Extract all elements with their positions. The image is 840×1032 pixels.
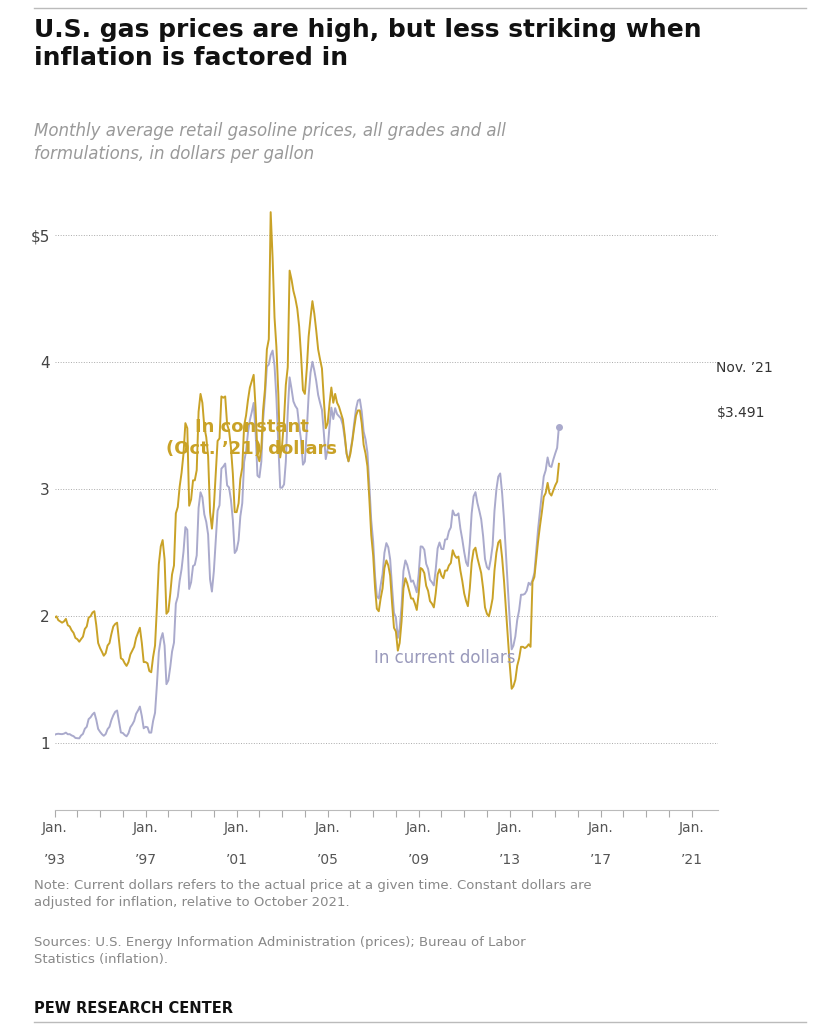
Text: In constant
(Oct. ’21) dollars: In constant (Oct. ’21) dollars — [166, 418, 338, 458]
Text: Jan.: Jan. — [133, 820, 159, 835]
Text: ’17: ’17 — [590, 852, 612, 867]
Text: Monthly average retail gasoline prices, all grades and all
formulations, in doll: Monthly average retail gasoline prices, … — [34, 122, 506, 163]
Text: In current dollars: In current dollars — [375, 649, 516, 668]
Text: Note: Current dollars refers to the actual price at a given time. Constant dolla: Note: Current dollars refers to the actu… — [34, 879, 591, 909]
Text: ’97: ’97 — [134, 852, 156, 867]
Text: Sources: U.S. Energy Information Administration (prices); Bureau of Labor
Statis: Sources: U.S. Energy Information Adminis… — [34, 936, 525, 966]
Text: ’05: ’05 — [317, 852, 339, 867]
Text: Jan.: Jan. — [406, 820, 432, 835]
Text: ’09: ’09 — [407, 852, 430, 867]
Text: Jan.: Jan. — [588, 820, 614, 835]
Text: ’93: ’93 — [44, 852, 66, 867]
Text: Jan.: Jan. — [315, 820, 340, 835]
Text: Nov. ’21: Nov. ’21 — [717, 361, 773, 376]
Text: Jan.: Jan. — [42, 820, 67, 835]
Text: $3.491: $3.491 — [717, 406, 765, 420]
Text: PEW RESEARCH CENTER: PEW RESEARCH CENTER — [34, 1001, 233, 1017]
Text: Jan.: Jan. — [679, 820, 705, 835]
Text: ’13: ’13 — [499, 852, 521, 867]
Text: ’21: ’21 — [680, 852, 703, 867]
Text: ’01: ’01 — [226, 852, 248, 867]
Text: U.S. gas prices are high, but less striking when
inflation is factored in: U.S. gas prices are high, but less strik… — [34, 18, 701, 70]
Text: Jan.: Jan. — [496, 820, 522, 835]
Text: Jan.: Jan. — [223, 820, 249, 835]
